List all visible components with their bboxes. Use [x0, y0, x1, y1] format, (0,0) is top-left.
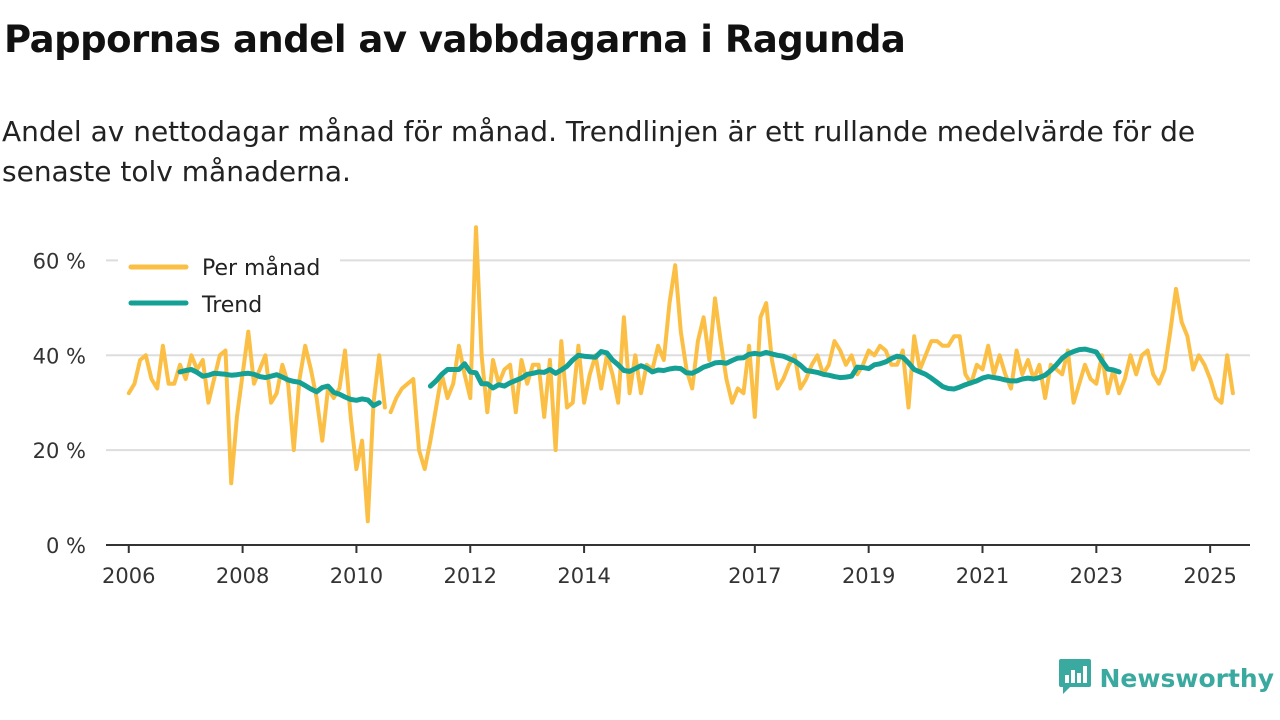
y-tick-label: 60 % [33, 249, 86, 273]
x-tick-label: 2025 [1183, 564, 1236, 588]
x-tick-label: 2012 [444, 564, 497, 588]
x-tick-label: 2023 [1070, 564, 1123, 588]
x-tick-label: 2014 [557, 564, 610, 588]
y-axis-labels: 0 % 20 % 40 % 60 % [33, 249, 86, 558]
newsworthy-logo-icon [1058, 657, 1092, 700]
y-tick-label: 40 % [33, 344, 86, 368]
y-tick-label: 0 % [46, 534, 86, 558]
legend: Per månad Trend [118, 250, 340, 324]
brand: Newsworthy [1058, 657, 1275, 700]
chart-subtitle: Andel av nettodagar månad för månad. Tre… [2, 115, 1196, 188]
x-tick-label: 2006 [102, 564, 155, 588]
x-tick-label: 2017 [728, 564, 781, 588]
x-tick-label: 2021 [956, 564, 1009, 588]
series-line-trend [427, 346, 1122, 392]
x-tick-label: 2019 [842, 564, 895, 588]
legend-background [118, 250, 340, 324]
series-line-trend [177, 367, 382, 409]
x-axis: 2006 2008 2010 2012 2014 2017 2019 2021 2023 2025 [102, 545, 1237, 588]
legend-label-trend: Trend [201, 293, 262, 318]
series-line-monthly [126, 329, 387, 524]
series-line-monthly [388, 225, 1235, 472]
legend-label-monthly: Per månad [202, 255, 320, 281]
y-tick-label: 20 % [33, 439, 86, 463]
chart-title: Pappornas andel av vabbdagarna i Ragunda [4, 18, 906, 61]
x-tick-label: 2010 [330, 564, 383, 588]
x-tick-label: 2008 [216, 564, 269, 588]
series-lines [126, 225, 1235, 524]
brand-name: Newsworthy [1099, 664, 1275, 693]
